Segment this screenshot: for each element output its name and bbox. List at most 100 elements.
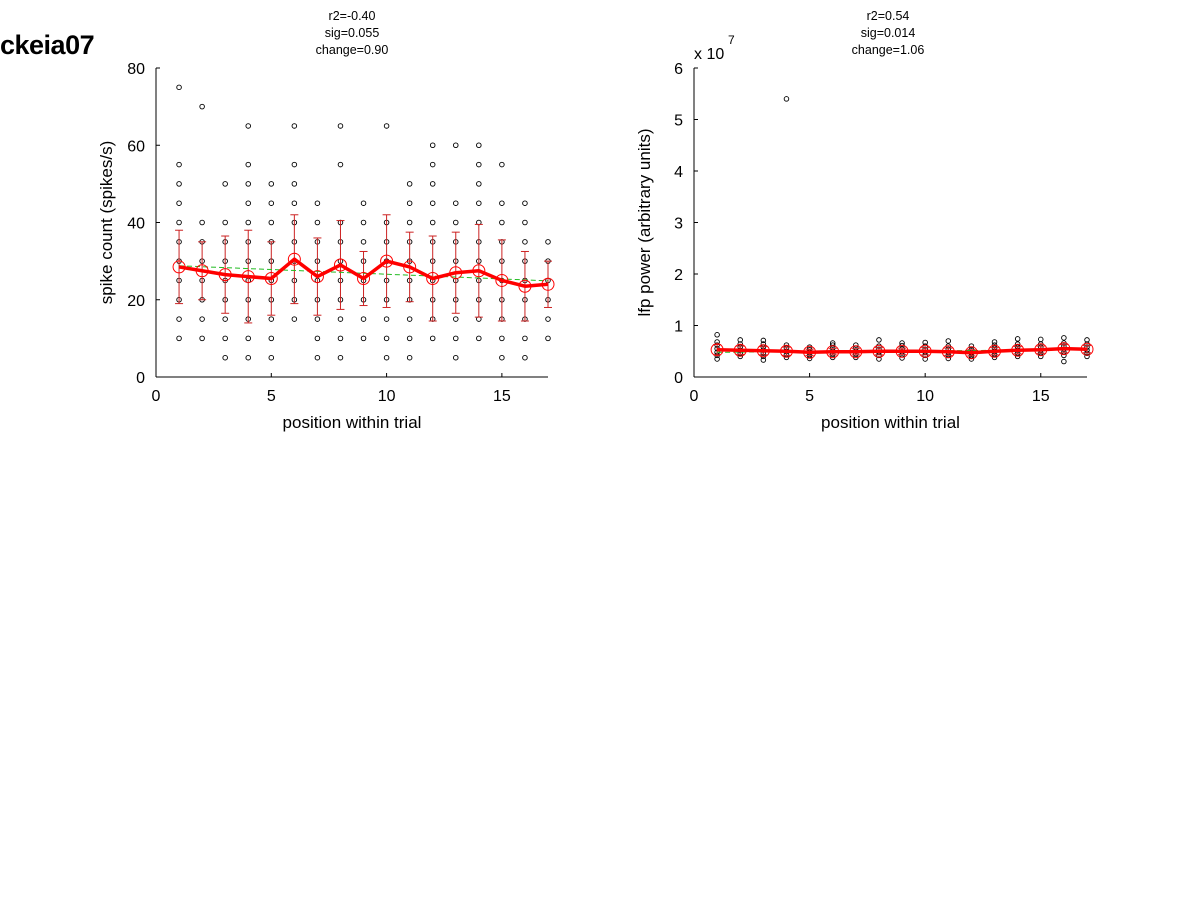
mean-marker bbox=[357, 272, 371, 286]
data-point bbox=[291, 123, 298, 129]
data-point bbox=[337, 354, 344, 361]
data-point bbox=[268, 335, 275, 342]
data-point bbox=[337, 335, 344, 342]
x-axis-label: position within trial bbox=[821, 413, 960, 432]
x-tick-label: 15 bbox=[493, 388, 511, 405]
mean-marker bbox=[287, 252, 301, 266]
y-tick-label: 3 bbox=[674, 216, 683, 233]
data-point bbox=[522, 200, 528, 206]
x-tick-label: 5 bbox=[267, 388, 276, 405]
data-point bbox=[453, 219, 459, 226]
data-point bbox=[453, 200, 459, 206]
fit-line bbox=[179, 265, 549, 282]
data-point bbox=[499, 335, 505, 342]
data-point bbox=[268, 181, 275, 187]
data-point bbox=[453, 354, 459, 361]
data-point bbox=[991, 339, 998, 345]
data-point bbox=[1084, 353, 1090, 360]
x-tick-label: 10 bbox=[378, 388, 396, 405]
data-point bbox=[383, 354, 390, 361]
data-point bbox=[714, 332, 720, 338]
mean-marker bbox=[803, 345, 817, 359]
stats-line: change=0.90 bbox=[316, 43, 389, 57]
data-point bbox=[1038, 336, 1044, 343]
data-point bbox=[499, 161, 505, 168]
y-tick-label: 20 bbox=[127, 293, 145, 310]
y-tick-label: 60 bbox=[127, 138, 145, 155]
y-axis-label: lfp power (arbitrary units) bbox=[635, 128, 654, 316]
data-point bbox=[1084, 337, 1090, 343]
data-point bbox=[806, 355, 813, 362]
data-point bbox=[222, 219, 228, 226]
data-point bbox=[429, 200, 436, 206]
data-point bbox=[360, 239, 367, 245]
data-point bbox=[268, 354, 275, 361]
mean-marker bbox=[333, 258, 347, 272]
y-tick-label: 0 bbox=[674, 370, 683, 387]
data-point bbox=[429, 219, 436, 226]
data-point bbox=[876, 337, 882, 343]
y-tick-label: 2 bbox=[674, 267, 683, 284]
mean-line bbox=[178, 257, 549, 288]
data-point bbox=[383, 335, 390, 342]
data-point bbox=[314, 316, 321, 322]
data-point bbox=[360, 335, 367, 342]
data-point bbox=[737, 337, 743, 343]
data-point bbox=[291, 316, 298, 322]
data-point bbox=[406, 219, 413, 226]
stats-line: r2=0.54 bbox=[867, 9, 910, 23]
data-point bbox=[945, 355, 952, 362]
data-point bbox=[291, 161, 298, 168]
mean-marker bbox=[264, 272, 278, 286]
mean-marker bbox=[895, 344, 909, 358]
mean-marker bbox=[1034, 343, 1048, 357]
data-point bbox=[268, 316, 275, 322]
data-point bbox=[853, 342, 859, 348]
data-point bbox=[360, 316, 367, 322]
data-point bbox=[291, 200, 298, 206]
data-point bbox=[1038, 353, 1044, 360]
data-point bbox=[714, 356, 720, 362]
data-point bbox=[945, 338, 952, 344]
mean-marker bbox=[310, 270, 324, 284]
data-point bbox=[522, 335, 528, 342]
mean-marker bbox=[756, 344, 770, 358]
mean-marker bbox=[518, 279, 532, 293]
data-point bbox=[176, 316, 182, 322]
data-point bbox=[522, 354, 528, 361]
x-tick-label: 10 bbox=[916, 388, 934, 405]
data-point bbox=[383, 316, 390, 322]
data-point bbox=[176, 84, 182, 91]
mean-marker bbox=[918, 344, 932, 358]
data-point bbox=[453, 335, 459, 342]
data-point bbox=[314, 354, 321, 361]
mean-line bbox=[717, 346, 1088, 355]
y-tick-label: 80 bbox=[127, 61, 145, 78]
data-point bbox=[360, 219, 367, 226]
mean-marker bbox=[241, 270, 255, 284]
y-tick-label: 6 bbox=[674, 61, 683, 78]
data-point bbox=[199, 316, 205, 322]
data-point bbox=[337, 316, 344, 322]
data-point bbox=[545, 316, 551, 322]
data-point bbox=[453, 142, 459, 148]
data-point bbox=[406, 316, 413, 322]
data-point bbox=[245, 123, 251, 129]
data-point bbox=[245, 161, 251, 168]
mean-marker bbox=[172, 260, 186, 274]
data-point bbox=[476, 335, 482, 342]
y-scale-label: x 10 bbox=[694, 46, 724, 63]
data-point bbox=[268, 219, 275, 226]
data-point bbox=[1014, 336, 1021, 342]
data-point bbox=[429, 335, 436, 342]
data-point bbox=[406, 200, 413, 206]
mean-marker bbox=[826, 345, 840, 359]
data-point bbox=[499, 219, 505, 226]
data-point bbox=[268, 200, 275, 206]
data-point bbox=[406, 181, 413, 187]
data-point bbox=[429, 161, 436, 168]
mean-marker bbox=[941, 345, 955, 359]
data-point bbox=[968, 343, 975, 349]
data-point bbox=[476, 181, 482, 187]
data-point bbox=[545, 239, 551, 245]
